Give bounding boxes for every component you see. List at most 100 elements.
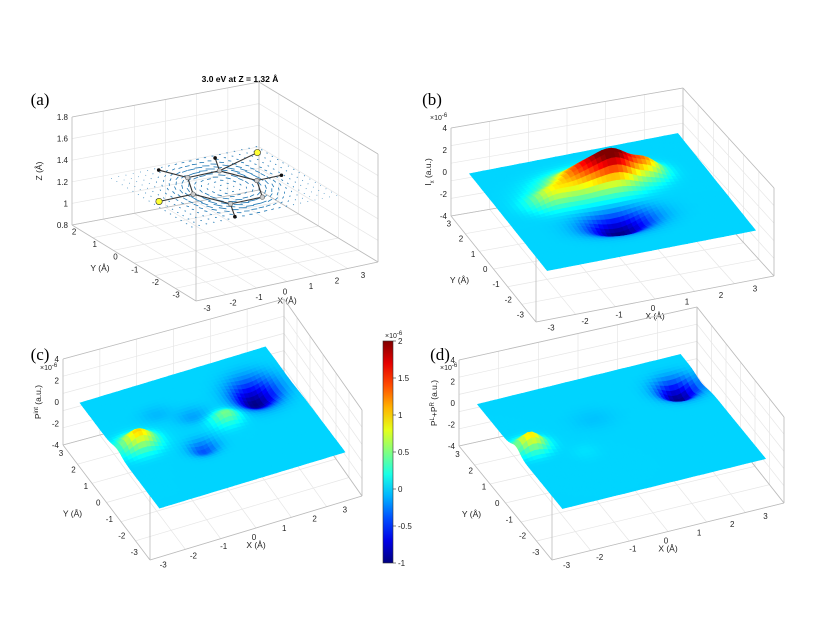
quiver-arrow: [206, 178, 211, 180]
y-tick-label: -2: [118, 531, 126, 540]
axis-edge: [149, 495, 363, 561]
quiver-arrow: [208, 200, 218, 204]
axis-edge: [258, 189, 379, 263]
quiver-arrow: [184, 210, 187, 212]
bond: [158, 193, 194, 203]
x-tick-label: -1: [220, 542, 228, 551]
quiver-arrow: [198, 207, 204, 210]
y-tick-label: -2: [152, 278, 160, 287]
quiver-arrow: [251, 183, 255, 188]
y-tick-label: 2: [72, 227, 77, 236]
quiver-arrow: [272, 179, 277, 183]
hydrogen-atom: [279, 173, 284, 178]
quiver-arrow: [188, 168, 195, 171]
panel-a-label: (a): [31, 90, 50, 109]
quiver-arrow: [132, 190, 134, 192]
y-tick-label: 0: [483, 265, 488, 274]
quiver-arrow: [166, 205, 168, 207]
y-tick-label: -2: [505, 295, 513, 304]
quiver-arrow: [194, 181, 197, 185]
quiver-arrow: [195, 199, 203, 203]
quiver-arrow: [164, 174, 167, 178]
quiver-arrow: [184, 192, 190, 197]
quiver-arrow: [249, 167, 255, 170]
quiver-arrow: [296, 176, 298, 178]
quiver-arrow: [218, 174, 226, 176]
carbon-atom: [227, 201, 234, 207]
quiver-arrow: [196, 212, 200, 214]
y-tick-label: -1: [106, 515, 114, 524]
quiver-arrow: [254, 163, 257, 165]
quiver-arrow: [165, 169, 168, 172]
axes-grid: [71, 81, 379, 302]
quiver-arrow: [145, 192, 147, 194]
quiver-arrow: [231, 169, 240, 173]
quiver-arrow: [179, 189, 184, 194]
quiver-arrow: [267, 198, 273, 202]
quiver-arrow: [198, 170, 208, 172]
quiver-arrow: [204, 210, 208, 212]
grid-line: [133, 225, 319, 264]
quiver-arrow: [228, 200, 237, 203]
quiver-arrow: [184, 165, 190, 167]
quiver-arrow: [179, 207, 181, 209]
x-tick-label: 0: [283, 288, 288, 297]
quiver-arrow: [282, 162, 284, 164]
quiver-arrow: [239, 168, 248, 172]
quiver-arrow: [285, 170, 288, 172]
bond: [187, 177, 194, 195]
z-tick-label: 0: [443, 168, 448, 177]
quiver-arrow: [230, 174, 239, 178]
x-tick-label: -3: [160, 560, 168, 569]
y-tick-label: 2: [71, 466, 76, 475]
x-tick-label: -2: [229, 299, 237, 308]
quiver-arrow: [159, 171, 161, 174]
quiver-arrow: [254, 170, 260, 173]
bond: [187, 170, 220, 179]
quiver-arrow: [222, 164, 230, 167]
z-tick-label: 1.2: [57, 178, 69, 187]
quiver-arrow: [169, 178, 172, 182]
quiver-arrow: [264, 180, 269, 185]
quiver-arrow: [292, 186, 295, 188]
quiver-arrow: [259, 166, 262, 169]
y-tick-label: 3: [59, 449, 64, 458]
quiver-arrow: [167, 165, 170, 167]
quiver-arrow: [178, 166, 183, 169]
y-tick-label: 2: [459, 235, 464, 244]
y-tick-label: 3: [447, 220, 452, 229]
quiver-arrow: [269, 193, 273, 198]
x-tick-label: 1: [282, 524, 287, 533]
quiver-arrow: [242, 196, 249, 199]
x-axis-label: X (Å): [246, 540, 266, 550]
quiver-arrow: [280, 201, 283, 204]
quiver-arrow: [175, 198, 179, 202]
z-tick-label: 1.8: [57, 113, 69, 122]
x-tick-label: 3: [361, 271, 366, 280]
z-tick-label: 0: [55, 398, 60, 407]
quiver-arrow: [206, 188, 209, 191]
x-tick-label: -2: [190, 551, 198, 560]
quiver-arrow: [260, 200, 267, 204]
axis-edge: [71, 81, 260, 118]
quiver-arrow: [269, 160, 272, 162]
quiver-arrow: [219, 189, 222, 191]
quiver-arrow: [181, 184, 184, 189]
quiver-arrow: [205, 173, 213, 175]
quiver-arrow: [265, 204, 271, 207]
quiver-arrow: [174, 163, 178, 165]
x-tick-label: 1: [685, 297, 690, 306]
quiver-arrow: [213, 204, 223, 207]
quiver-arrow: [287, 200, 290, 202]
quiver-arrow: [199, 175, 206, 178]
quiver-arrow: [289, 195, 291, 198]
quiver-arrow: [273, 202, 277, 206]
y-axis-label: Y (Å): [450, 275, 469, 285]
y-tick-label: -1: [493, 280, 501, 289]
axis-edge: [258, 81, 379, 155]
quiver-arrow: [264, 189, 267, 194]
quiver-arrow: [180, 202, 184, 205]
